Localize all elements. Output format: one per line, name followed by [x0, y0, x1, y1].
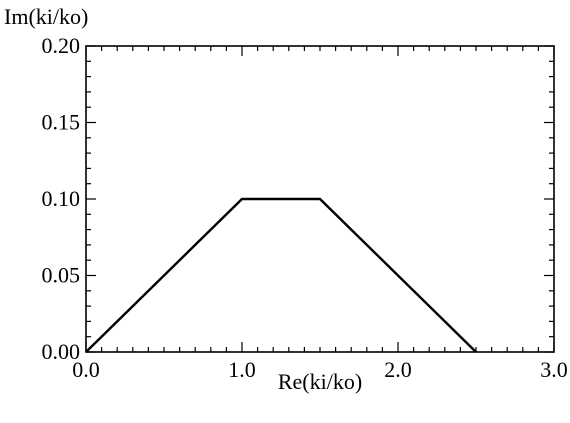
- x-tick-label: 3.0: [540, 357, 568, 382]
- y-axis-label: Im(ki/ko): [4, 4, 88, 29]
- y-tick-label: 0.00: [42, 339, 81, 364]
- y-tick-label: 0.10: [42, 186, 81, 211]
- y-tick-label: 0.20: [42, 33, 81, 58]
- series-line: [85, 197, 477, 353]
- y-tick-label: 0.05: [42, 263, 81, 288]
- ticks: [85, 45, 555, 353]
- tick-labels: 0.0 1.0 2.0 3.0 0.00 0.05 0.10 0.15 0.20: [42, 33, 568, 382]
- x-tick-label: 2.0: [384, 357, 412, 382]
- x-tick-label: 0.0: [72, 357, 100, 382]
- y-tick-label: 0.15: [42, 110, 81, 135]
- x-tick-label: 1.0: [228, 357, 256, 382]
- x-axis-label: Re(ki/ko): [278, 369, 362, 394]
